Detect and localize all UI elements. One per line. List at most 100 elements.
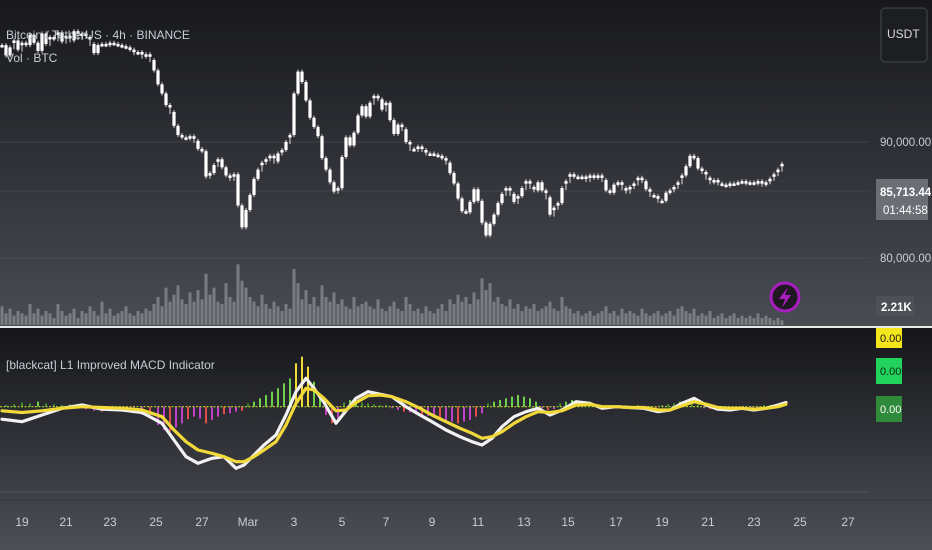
price-candle	[48, 36, 52, 40]
volume-bar	[724, 318, 728, 325]
volume-bar	[464, 297, 468, 325]
price-candle	[624, 188, 628, 191]
volume-bar	[0, 306, 4, 325]
volume-bar	[448, 299, 452, 325]
price-candle	[76, 31, 80, 34]
volume-bar	[48, 313, 52, 325]
price-candle	[568, 174, 572, 177]
price-candle	[28, 34, 32, 46]
histogram-bar	[451, 406, 453, 422]
volume-bar	[236, 264, 240, 325]
histogram-bar	[169, 406, 171, 432]
volume-bar	[348, 308, 352, 325]
histogram-bar	[487, 403, 489, 407]
value-badge-green	[876, 358, 902, 384]
volume-bar	[548, 301, 552, 325]
price-candle	[132, 49, 136, 53]
lightning-bolt-icon[interactable]	[769, 281, 801, 313]
price-candle	[588, 175, 592, 178]
price-candle	[84, 33, 88, 37]
price-candle	[56, 32, 60, 35]
price-candle	[172, 111, 176, 126]
volume-bar	[112, 315, 116, 325]
volume-bar	[340, 299, 344, 325]
volume-bar	[68, 313, 72, 325]
volume-bar	[60, 311, 64, 325]
volume-bar	[616, 315, 620, 325]
volume-bar	[292, 269, 296, 325]
volume-bar	[744, 318, 748, 325]
price-candle	[556, 203, 560, 206]
volume-bar	[44, 311, 48, 325]
histogram-bar	[463, 406, 465, 422]
time-tick-label: Mar	[238, 515, 259, 529]
histogram-bar	[535, 401, 537, 407]
price-candle	[644, 181, 648, 190]
price-candle	[524, 181, 528, 184]
histogram-bar	[529, 398, 531, 407]
volume-bar	[688, 313, 692, 325]
histogram-bar	[283, 383, 285, 407]
price-candle	[480, 200, 484, 223]
price-candle	[484, 222, 488, 236]
volume-bar	[264, 304, 268, 325]
time-axis[interactable]: 19 21 23 25 27 Mar 3 5 7 9 11 13 15 17 19 21 23 25 27	[15, 515, 855, 529]
price-candle	[332, 182, 336, 192]
volume-bar	[88, 306, 92, 325]
price-candle	[116, 43, 120, 47]
price-candle	[600, 175, 604, 178]
time-tick-label: 27	[841, 515, 855, 529]
price-candle	[728, 183, 732, 186]
time-tick-label: 21	[701, 515, 715, 529]
currency-button[interactable]	[880, 7, 928, 63]
volume-bar	[596, 313, 600, 325]
volume-bar	[256, 306, 260, 325]
volume-bar	[200, 299, 204, 325]
price-candle	[256, 169, 260, 179]
price-candle	[740, 181, 744, 184]
volume-bar	[196, 290, 200, 325]
volume-bar	[140, 313, 144, 325]
volume-legend[interactable]: Vol · BTC	[6, 51, 58, 65]
histogram-bar	[415, 406, 417, 415]
volume-bar	[640, 308, 644, 325]
volume-bar	[188, 292, 192, 325]
volume-bar	[260, 294, 264, 325]
volume-bar	[716, 315, 720, 325]
price-candle	[616, 182, 620, 185]
symbol-title[interactable]: Bitcoin / TetherUS · 4h · BINANCE	[6, 28, 190, 42]
histogram-bar	[223, 406, 225, 415]
volume-bar	[460, 301, 464, 325]
price-candle	[300, 71, 304, 82]
histogram-bar	[235, 406, 237, 412]
volume-bar	[220, 304, 224, 325]
histogram-bar	[37, 401, 39, 407]
volume-bar	[416, 308, 420, 325]
price-axis[interactable]: USDT 90,000.00 80,000.00 85,713.44 01:44…	[876, 7, 932, 316]
histogram-bar	[481, 406, 483, 414]
volume-bar	[492, 301, 496, 325]
volume-bar	[64, 315, 68, 325]
volume-bar	[144, 308, 148, 325]
volume-bar	[332, 292, 336, 325]
indicator-value-badges: 0.00 0.00 0.00	[876, 328, 902, 422]
histogram-bar	[457, 406, 459, 424]
time-tick-label: 7	[383, 515, 390, 529]
volume-bar	[136, 311, 140, 325]
volume-bar	[228, 297, 232, 325]
price-candle	[284, 141, 288, 151]
price-candle	[396, 124, 400, 134]
price-candle	[160, 84, 164, 94]
price-candle	[432, 153, 436, 156]
volume-bar	[600, 311, 604, 325]
price-candle	[164, 93, 168, 106]
volume-bar	[452, 304, 456, 325]
price-candle	[576, 176, 580, 180]
histogram-bar	[385, 405, 387, 407]
price-candle	[412, 148, 416, 152]
price-grid	[0, 141, 870, 259]
indicator-title[interactable]: [blackcat] L1 Improved MACD Indicator	[6, 358, 215, 372]
pane-separator[interactable]	[0, 326, 932, 328]
